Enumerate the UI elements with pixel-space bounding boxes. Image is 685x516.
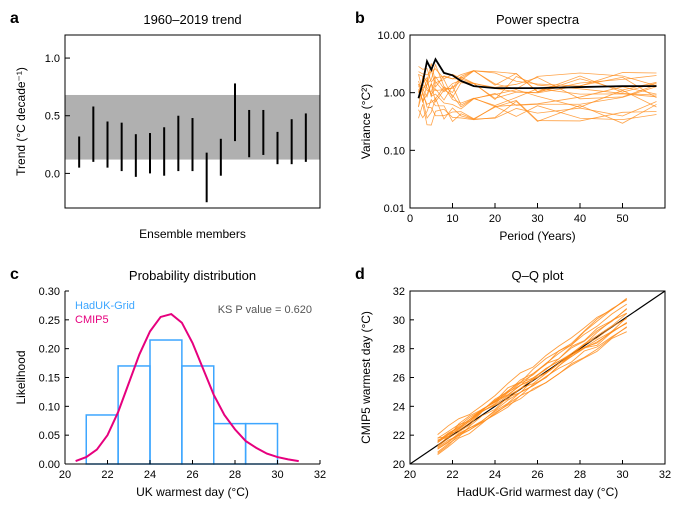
svg-text:28: 28 bbox=[229, 469, 241, 481]
chart-b: Power spectra 0.01 0.10 1.00 10.00 0 10 20 30 40 5… bbox=[355, 10, 675, 248]
svg-text:22: 22 bbox=[446, 469, 458, 481]
panel-c: c Probability distribution 0.00 0.05 0.10 0.… bbox=[10, 266, 330, 507]
panel-label-b: b bbox=[355, 10, 365, 28]
svg-text:Trend (°C decade⁻¹): Trend (°C decade⁻¹) bbox=[14, 67, 28, 176]
svg-text:10.00: 10.00 bbox=[377, 30, 405, 42]
svg-text:26: 26 bbox=[531, 469, 543, 481]
svg-text:0.15: 0.15 bbox=[39, 372, 60, 384]
svg-text:0.5: 0.5 bbox=[45, 111, 60, 123]
svg-text:50: 50 bbox=[616, 213, 628, 225]
panel-d: d Q–Q plot2022242628303220222426283032CM… bbox=[355, 266, 675, 507]
svg-text:Probability distribution: Probability distribution bbox=[129, 268, 256, 283]
svg-text:KS P value = 0.620: KS P value = 0.620 bbox=[218, 304, 312, 316]
svg-text:0.05: 0.05 bbox=[39, 430, 60, 442]
svg-text:30: 30 bbox=[616, 469, 628, 481]
svg-text:26: 26 bbox=[186, 469, 198, 481]
svg-text:30: 30 bbox=[531, 213, 543, 225]
svg-text:0.30: 0.30 bbox=[39, 286, 60, 298]
svg-text:0.0: 0.0 bbox=[45, 168, 60, 180]
svg-text:0.10: 0.10 bbox=[39, 401, 60, 413]
svg-text:1.00: 1.00 bbox=[384, 88, 405, 100]
svg-text:40: 40 bbox=[574, 213, 586, 225]
svg-text:0.25: 0.25 bbox=[39, 314, 60, 326]
svg-text:28: 28 bbox=[393, 343, 405, 355]
svg-text:20: 20 bbox=[59, 469, 71, 481]
svg-text:28: 28 bbox=[574, 469, 586, 481]
svg-text:Power spectra: Power spectra bbox=[496, 12, 580, 27]
svg-text:10: 10 bbox=[446, 213, 458, 225]
svg-text:30: 30 bbox=[271, 469, 283, 481]
svg-text:Variance (°C²): Variance (°C²) bbox=[359, 84, 373, 159]
svg-text:32: 32 bbox=[393, 286, 405, 298]
chart-c: Probability distribution 0.00 0.05 0.10 0.15… bbox=[10, 266, 330, 504]
svg-text:HadUK-Grid: HadUK-Grid bbox=[75, 300, 135, 312]
svg-text:Likelihood: Likelihood bbox=[14, 350, 28, 404]
svg-text:24: 24 bbox=[393, 401, 405, 413]
svg-text:0.00: 0.00 bbox=[39, 459, 60, 471]
svg-text:30: 30 bbox=[393, 314, 405, 326]
svg-text:24: 24 bbox=[144, 469, 156, 481]
chart-a: 1960–2019 trend 0.0 0.5 1.0 Trend (°C decade… bbox=[10, 10, 330, 248]
svg-text:22: 22 bbox=[101, 469, 113, 481]
panel-a: a 1960–2019 trend 0.0 0.5 1.0 Trend (°C deca… bbox=[10, 10, 330, 251]
svg-text:32: 32 bbox=[659, 469, 671, 481]
chart-d: Q–Q plot2022242628303220222426283032CMIP… bbox=[355, 266, 675, 504]
svg-text:Q–Q plot: Q–Q plot bbox=[511, 268, 563, 283]
svg-text:20: 20 bbox=[404, 469, 416, 481]
panel-label-c: c bbox=[10, 266, 19, 284]
svg-text:32: 32 bbox=[314, 469, 326, 481]
svg-text:CMIP5 warmest day (°C): CMIP5 warmest day (°C) bbox=[359, 311, 373, 444]
svg-text:0.01: 0.01 bbox=[384, 203, 405, 215]
svg-text:1.0: 1.0 bbox=[45, 53, 60, 65]
svg-text:Ensemble members: Ensemble members bbox=[139, 227, 246, 241]
svg-text:0: 0 bbox=[407, 213, 413, 225]
panel-b: b Power spectra 0.01 0.10 1.00 10.00 0 10 20 30 4… bbox=[355, 10, 675, 251]
panel-label-d: d bbox=[355, 266, 365, 284]
svg-text:Period (Years): Period (Years) bbox=[499, 229, 575, 243]
svg-text:0.20: 0.20 bbox=[39, 343, 60, 355]
svg-text:UK warmest day (°C): UK warmest day (°C) bbox=[136, 485, 249, 499]
svg-text:24: 24 bbox=[489, 469, 501, 481]
svg-text:22: 22 bbox=[393, 430, 405, 442]
svg-text:1960–2019 trend: 1960–2019 trend bbox=[143, 12, 241, 27]
panel-label-a: a bbox=[10, 10, 19, 28]
svg-text:20: 20 bbox=[489, 213, 501, 225]
svg-text:26: 26 bbox=[393, 372, 405, 384]
svg-text:CMIP5: CMIP5 bbox=[75, 314, 109, 326]
svg-text:0.10: 0.10 bbox=[384, 145, 405, 157]
svg-text:HadUK-Grid warmest day (°C): HadUK-Grid warmest day (°C) bbox=[457, 485, 619, 499]
